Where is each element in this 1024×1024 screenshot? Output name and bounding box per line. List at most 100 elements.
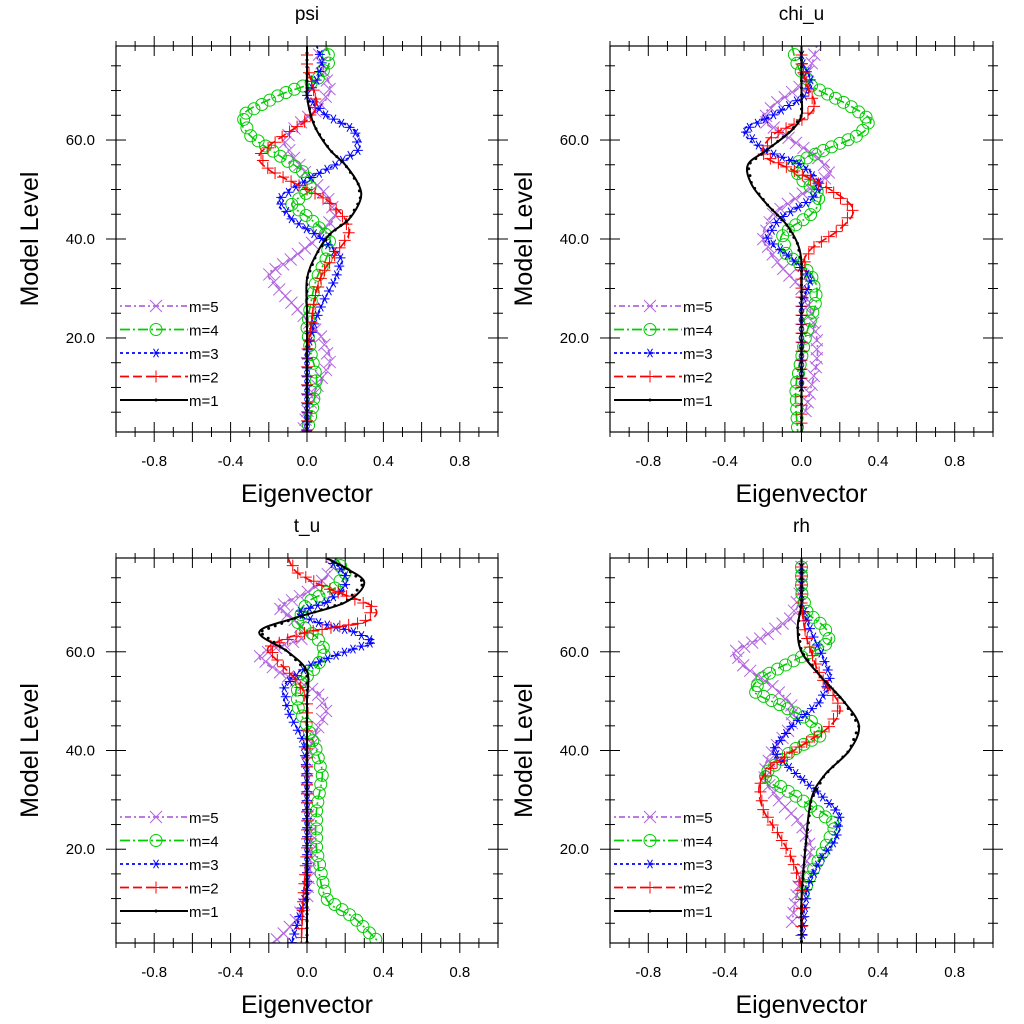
data-point: [759, 769, 772, 782]
data-point: [237, 112, 251, 126]
data-point: [337, 562, 341, 566]
data-point: [298, 689, 311, 702]
legend-item: m=3: [614, 857, 713, 874]
data-point: [780, 160, 793, 173]
data-point: [278, 644, 282, 648]
data-point: [753, 186, 757, 190]
data-point: [808, 730, 821, 743]
x-tick-label: 0.0: [791, 453, 812, 470]
series-line: [267, 46, 337, 432]
data-point: [748, 161, 752, 165]
data-point: [323, 82, 336, 96]
data-point: [305, 772, 309, 776]
data-point: [276, 199, 287, 209]
data-point: [800, 262, 803, 266]
data-point: [810, 333, 824, 347]
data-point: [838, 695, 842, 699]
data-point: [803, 849, 807, 853]
series-m=3: [279, 558, 375, 943]
data-point: [282, 143, 296, 157]
legend-label: m=4: [683, 323, 713, 340]
data-point: [276, 130, 289, 143]
data-point: [800, 416, 803, 420]
data-point: [822, 665, 833, 675]
data-point: [803, 182, 817, 195]
data-point: [305, 297, 309, 301]
data-point: [797, 774, 808, 784]
data-point: [307, 84, 320, 97]
legend-item: m=2: [120, 881, 219, 898]
legend-label: m=1: [189, 904, 219, 921]
data-point: [323, 197, 336, 210]
legend-marker: [149, 299, 163, 313]
data-point: [852, 737, 856, 741]
data-point: [755, 794, 768, 807]
data-point: [764, 152, 777, 165]
data-point: [800, 107, 803, 111]
data-point: [305, 353, 309, 357]
data-point: [266, 660, 280, 674]
data-point: [360, 583, 364, 587]
data-point: [796, 605, 809, 618]
data-point: [333, 241, 346, 254]
data-point: [272, 640, 276, 644]
data-point: [801, 876, 805, 880]
data-point: [790, 867, 803, 880]
data-point: [790, 813, 804, 827]
data-point: [781, 702, 795, 716]
legend-label: m=2: [189, 881, 219, 898]
data-point: [800, 339, 803, 343]
series-m=5: [253, 558, 339, 943]
data-point: [785, 707, 799, 721]
y-tick-label: 40.0: [66, 231, 95, 248]
data-point: [798, 255, 802, 259]
data-point: [369, 932, 383, 943]
data-point: [792, 126, 796, 130]
data-point: [305, 423, 309, 427]
chart-title: t_u: [294, 516, 320, 537]
data-point: [251, 134, 265, 148]
data-point: [804, 714, 818, 728]
data-point: [348, 170, 352, 174]
data-point: [809, 868, 820, 878]
y-axis-label: Model Level: [16, 172, 44, 307]
data-point: [795, 120, 799, 124]
data-point: [790, 768, 801, 779]
data-point: [807, 48, 821, 61]
data-point: [305, 856, 309, 860]
data-point: [802, 653, 806, 657]
x-tick-label: -0.4: [218, 453, 244, 470]
data-point: [283, 187, 294, 197]
chart-title: psi: [295, 4, 319, 25]
data-point: [324, 621, 337, 634]
data-point: [827, 186, 840, 199]
data-point: [817, 852, 828, 862]
legend-item: m=5: [120, 299, 219, 316]
data-point: [802, 885, 813, 895]
data-point: [805, 56, 819, 70]
data-point: [785, 746, 798, 759]
data-point: [805, 378, 819, 392]
data-point: [352, 145, 363, 155]
data-point: [305, 360, 309, 364]
plot-frame: [609, 557, 994, 944]
data-point: [812, 860, 823, 870]
data-point: [309, 289, 322, 302]
data-point: [743, 664, 757, 678]
data-point: [766, 775, 780, 789]
data-point: [780, 122, 793, 135]
legend-marker: [643, 323, 657, 336]
data-point: [857, 724, 861, 728]
data-point: [800, 904, 803, 908]
data-point: [798, 640, 802, 644]
data-point: [806, 649, 819, 662]
data-point: [311, 795, 325, 809]
legend-label: m=5: [189, 810, 219, 827]
data-point: [800, 925, 803, 929]
data-point: [295, 931, 308, 943]
data-point: [836, 95, 850, 109]
data-point: [289, 929, 300, 939]
data-point: [280, 621, 284, 625]
data-point: [305, 318, 309, 322]
data-point: [357, 596, 370, 609]
